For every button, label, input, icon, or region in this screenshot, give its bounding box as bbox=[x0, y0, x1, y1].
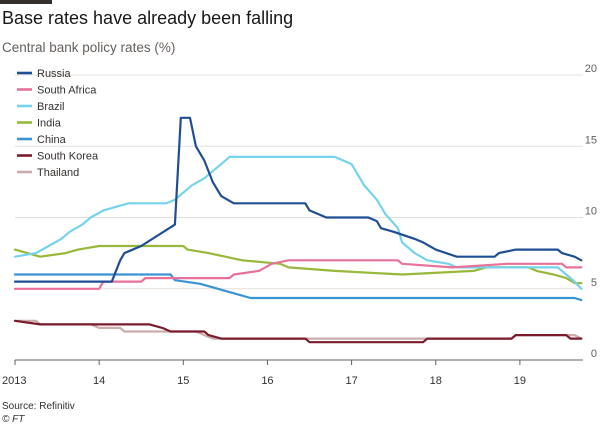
legend-label: South Korea bbox=[37, 151, 99, 163]
x-tick-label: 15 bbox=[177, 375, 189, 387]
x-tick-label: 19 bbox=[514, 375, 526, 387]
title-accent-bar bbox=[0, 0, 52, 4]
x-tick-label: 14 bbox=[93, 375, 105, 387]
x-tick-label: 16 bbox=[261, 375, 273, 387]
chart-title: Base rates have already been falling bbox=[2, 8, 294, 28]
source-note: Source: Refinitiv bbox=[2, 401, 75, 412]
y-tick-label: 0 bbox=[591, 348, 597, 360]
x-tick-label: 18 bbox=[430, 375, 442, 387]
y-tick-label: 15 bbox=[585, 134, 597, 146]
series-line-south-africa bbox=[13, 259, 583, 290]
series-line-india bbox=[13, 244, 583, 285]
series-line-south-korea bbox=[13, 319, 583, 344]
credit-note: © FT bbox=[2, 414, 25, 425]
x-tick-label: 2013 bbox=[2, 375, 26, 387]
legend-label: Brazil bbox=[37, 101, 65, 113]
y-tick-label: 10 bbox=[585, 206, 597, 218]
series-line-brazil bbox=[13, 155, 583, 290]
y-tick-label: 5 bbox=[591, 277, 597, 289]
legend-label: Russia bbox=[37, 68, 72, 80]
legend-label: South Africa bbox=[37, 85, 97, 97]
chart-subtitle: Central bank policy rates (%) bbox=[2, 40, 176, 55]
series-line-russia bbox=[13, 116, 583, 283]
legend-label: India bbox=[37, 118, 62, 130]
legend-label: Thailand bbox=[37, 167, 79, 179]
legend-label: China bbox=[37, 134, 67, 146]
y-tick-label: 20 bbox=[585, 63, 597, 75]
x-tick-label: 17 bbox=[345, 375, 357, 387]
